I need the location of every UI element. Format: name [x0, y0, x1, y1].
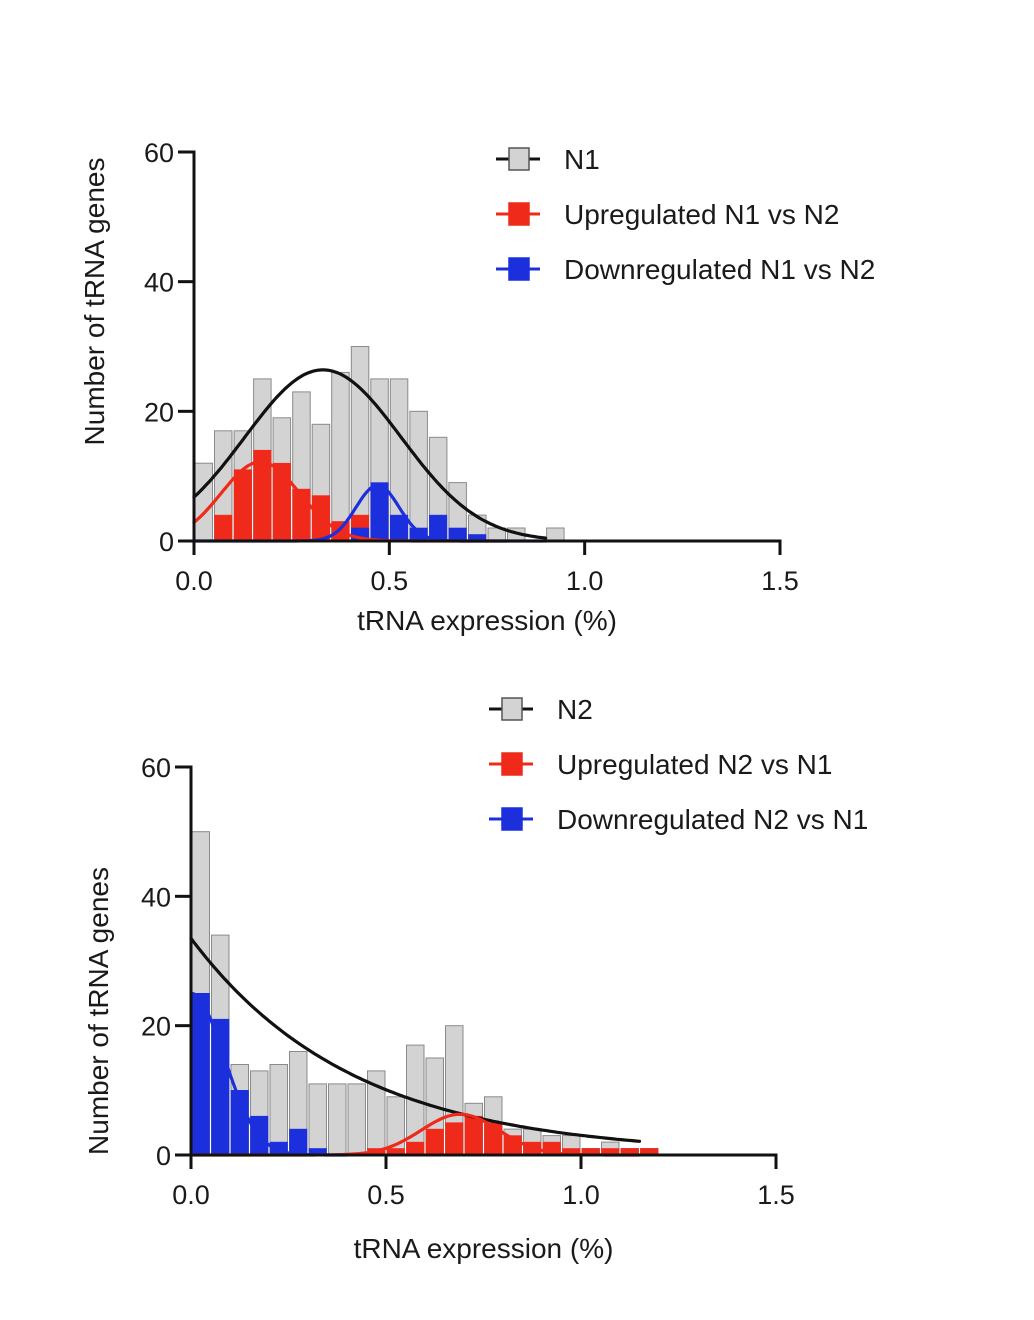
bar-n2-6: [308, 1083, 327, 1156]
legend-label: N1: [564, 144, 600, 175]
bar-n1-0: [194, 462, 213, 542]
y-tick-label: 20: [144, 397, 174, 427]
x-axis-title: tRNA expression (%): [354, 1233, 614, 1264]
legend-item-upregulated-n1-vs-n2: Upregulated N1 vs N2: [496, 199, 839, 230]
bar-n2-8: [347, 1083, 366, 1156]
bar-upregulated-n2-vs-n1-13: [445, 1122, 464, 1156]
y-tick-label: 0: [159, 527, 174, 557]
y-tick-label: 0: [156, 1141, 171, 1171]
legend-swatch: [501, 752, 523, 776]
x-tick-label: 1.0: [566, 566, 604, 596]
legend-item-n2: N2: [489, 694, 593, 725]
y-axis-title: Number of tRNA genes: [83, 867, 114, 1155]
bar-n2-7: [328, 1083, 347, 1156]
legend: N1 Upregulated N1 vs N2 Downregulated N1 v…: [496, 144, 875, 285]
bar-downregulated-n1-vs-n2-13: [448, 527, 467, 542]
legend-item-upregulated-n2-vs-n1: Upregulated N2 vs N1: [489, 749, 832, 780]
bar-upregulated-n1-vs-n2-2: [233, 469, 252, 542]
legend-item-downregulated-n2-vs-n1: Downregulated N2 vs N1: [489, 804, 868, 835]
panel-top-histogram: 0.0 0.5 1.0 1.5 0 20 40 60 tRNA expression (%) Nu…: [79, 138, 875, 636]
legend-swatch: [501, 807, 523, 831]
legend-swatch: [508, 257, 530, 281]
bar-downregulated-n2-vs-n1-5: [289, 1128, 308, 1156]
series-n2: [191, 831, 659, 1156]
legend-swatch: [501, 697, 523, 721]
y-tick-label: 40: [144, 268, 174, 298]
x-tick-label: 0.5: [371, 566, 409, 596]
y-tick-label: 40: [141, 882, 171, 912]
legend-label: N2: [557, 694, 593, 725]
series-downregulated-n1-vs-n2: [350, 482, 487, 542]
bar-downregulated-n1-vs-n2-12: [429, 514, 448, 542]
axes: 0.0 0.5 1.0 1.5 0 20 40 60: [141, 753, 795, 1210]
bar-downregulated-n1-vs-n2-9: [370, 482, 389, 542]
y-tick-label: 20: [141, 1012, 171, 1042]
legend-item-downregulated-n1-vs-n2: Downregulated N1 vs N2: [496, 254, 875, 285]
legend-swatch: [508, 147, 530, 171]
bar-n2-4: [269, 1064, 288, 1156]
x-tick-label: 1.5: [757, 1180, 795, 1210]
x-tick-label: 0.0: [175, 566, 213, 596]
y-axis-title: Number of tRNA genes: [79, 158, 110, 446]
legend-label: Upregulated N1 vs N2: [564, 199, 839, 230]
y-tick-label: 60: [144, 138, 174, 168]
fit-curve-n2: [189, 936, 642, 1143]
panel-bottom-histogram: 0.0 0.5 1.0 1.5 0 20 40 60 tRNA expression (%) Nu…: [83, 694, 868, 1264]
legend-swatch: [508, 202, 530, 226]
legend-label: Upregulated N2 vs N1: [557, 749, 832, 780]
y-tick-label: 60: [141, 753, 171, 783]
legend-label: Downregulated N1 vs N2: [564, 254, 875, 285]
x-tick-label: 1.5: [761, 566, 799, 596]
bar-n1-7: [331, 371, 350, 542]
legend: N2 Upregulated N2 vs N1 Downregulated N2 v…: [489, 694, 868, 835]
bar-upregulated-n1-vs-n2-1: [214, 514, 233, 542]
bar-upregulated-n2-vs-n1-11: [406, 1141, 425, 1156]
x-tick-label: 1.0: [562, 1180, 600, 1210]
x-axis-title: tRNA expression (%): [357, 605, 617, 636]
series-upregulated-n2-vs-n1: [367, 1115, 659, 1156]
fit-curve-n1: [192, 368, 548, 540]
bar-n1-11: [409, 410, 428, 542]
axes: 0.0 0.5 1.0 1.5 0 20 40 60: [144, 138, 799, 596]
bar-downregulated-n2-vs-n1-0: [191, 992, 210, 1156]
x-tick-label: 0.0: [172, 1180, 210, 1210]
bar-downregulated-n2-vs-n1-1: [211, 1018, 230, 1156]
bar-n1-18: [546, 527, 565, 542]
legend-label: Downregulated N2 vs N1: [557, 804, 868, 835]
bar-upregulated-n2-vs-n1-12: [425, 1128, 444, 1156]
legend-item-n1: N1: [496, 144, 600, 175]
x-tick-label: 0.5: [367, 1180, 405, 1210]
series-upregulated-n1-vs-n2: [214, 449, 370, 542]
bar-upregulated-n2-vs-n1-14: [464, 1115, 483, 1156]
